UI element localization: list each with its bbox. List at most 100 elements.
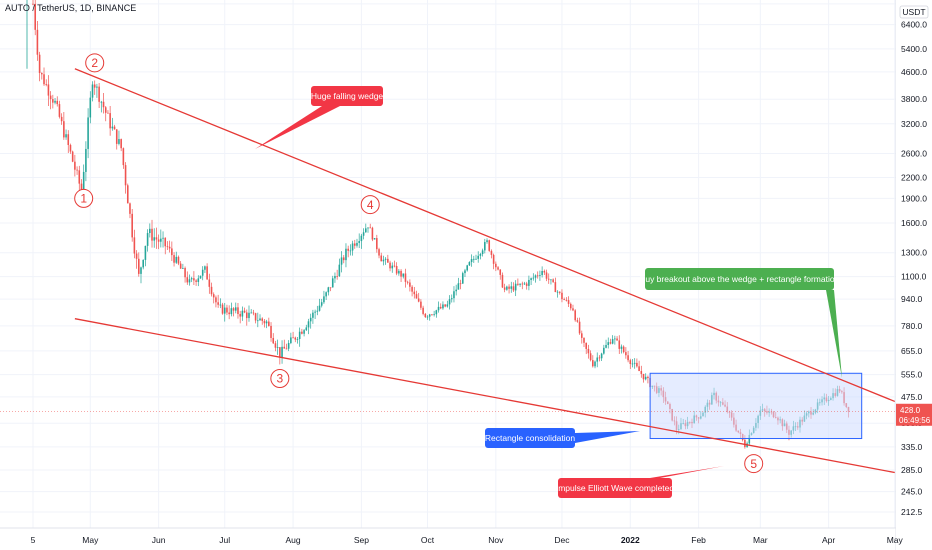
candle-body xyxy=(245,312,248,319)
candle-body xyxy=(201,269,204,276)
candle-body xyxy=(195,280,197,282)
candle-body xyxy=(532,277,535,279)
candle-body xyxy=(475,258,477,260)
candle-body xyxy=(389,262,391,269)
candle-body xyxy=(470,258,473,263)
wave-label-circle xyxy=(74,188,94,208)
candle-body xyxy=(292,337,294,339)
candle-body xyxy=(301,331,303,334)
candle-body xyxy=(647,376,649,379)
candle-body xyxy=(596,357,599,362)
wave-label-circle xyxy=(270,368,290,388)
candle-body xyxy=(107,112,109,114)
candle-body xyxy=(395,266,398,274)
candle-body xyxy=(556,291,559,293)
candle-body xyxy=(162,237,164,239)
y-tick-label: 6400.0 xyxy=(901,20,927,30)
candle-body xyxy=(221,304,224,314)
x-tick-label: Apr xyxy=(822,535,835,545)
currency-badge[interactable] xyxy=(899,5,929,19)
candle-body xyxy=(87,117,89,149)
x-tick-label: Sep xyxy=(354,535,369,545)
rectangle-consolidation-zone[interactable] xyxy=(649,372,863,440)
candle-body xyxy=(261,318,264,321)
candle-body xyxy=(512,286,515,291)
y-tick-label: 5400.0 xyxy=(901,44,927,54)
candle-body xyxy=(58,104,61,117)
candle-body xyxy=(519,283,521,285)
candle-body xyxy=(567,300,570,304)
candle-body xyxy=(554,282,557,293)
callout-text: Rectangle consolidation xyxy=(485,433,576,443)
candle-body xyxy=(80,183,83,192)
annotation-callout[interactable]: Huge falling wedge xyxy=(255,86,383,149)
candle-body xyxy=(459,283,462,285)
candle-body xyxy=(208,279,211,287)
candle-body xyxy=(312,312,314,318)
candle-body xyxy=(157,239,160,242)
candle-body xyxy=(287,343,290,349)
candle-body xyxy=(54,100,56,103)
candle-body xyxy=(283,346,286,349)
candle-body xyxy=(129,203,131,214)
candle-body xyxy=(126,185,129,204)
last-price-tag xyxy=(896,403,932,426)
candle-body xyxy=(572,308,574,311)
candle-body xyxy=(420,301,422,308)
y-tick-label: 1300.0 xyxy=(901,248,927,258)
drawing-overlays: 1 2 3 4 5 Huge falling wedge Buy breakout abov… xyxy=(0,53,896,498)
candle-body xyxy=(534,275,537,278)
y-tick-label: 3800.0 xyxy=(901,94,927,104)
candle-body xyxy=(565,299,568,301)
candle-body xyxy=(85,148,87,172)
candle-body xyxy=(638,366,640,372)
candle-body xyxy=(583,337,585,343)
candle-body xyxy=(541,270,543,276)
candle-body xyxy=(153,237,156,241)
y-tick-label: 3200.0 xyxy=(901,119,927,129)
candle-body xyxy=(135,253,138,259)
candle-body xyxy=(144,245,147,260)
x-tick-label: Mar xyxy=(753,535,768,545)
candle-body xyxy=(294,337,297,340)
candle-body xyxy=(484,242,486,251)
x-tick-label: Dec xyxy=(554,535,570,545)
candle-body xyxy=(497,267,499,270)
candle-body xyxy=(175,256,178,263)
candle-body xyxy=(257,320,259,322)
last-price-value: 428.0 xyxy=(900,406,921,415)
candle-body xyxy=(340,257,343,265)
y-tick-label: 1600.0 xyxy=(901,218,927,228)
annotation-callout[interactable]: Buy breakout above the wedge + rectangle… xyxy=(640,268,842,378)
y-tick-label: 1100.0 xyxy=(901,272,927,282)
candle-body xyxy=(237,307,239,314)
candle-body xyxy=(464,270,466,274)
time-axis[interactable]: 5 May Jun Jul Aug Sep Oct Nov Dec 2022 Feb Mar Apr Ma… xyxy=(31,535,904,545)
candle-body xyxy=(193,278,195,281)
candle-body xyxy=(545,272,548,279)
candle-body xyxy=(82,171,85,192)
candle-body xyxy=(190,278,193,280)
candle-body xyxy=(215,297,217,303)
candle-body xyxy=(488,240,491,251)
annotation-callout[interactable]: Rectangle consolidation xyxy=(485,428,640,448)
y-tick-label: 2600.0 xyxy=(901,149,927,159)
candle-body xyxy=(362,232,365,236)
candle-body xyxy=(146,233,149,246)
candle-body xyxy=(137,258,140,274)
annotation-callout[interactable]: Impulse Elliott Wave completed xyxy=(556,466,724,498)
y-tick-label: 780.0 xyxy=(901,321,923,331)
wedge-lower-trendline[interactable] xyxy=(74,318,895,474)
candle-body xyxy=(387,258,389,263)
candle-body xyxy=(345,248,347,261)
candle-body xyxy=(380,255,383,262)
candle-body xyxy=(605,344,607,348)
wedge-upper-trendline[interactable] xyxy=(74,68,896,403)
price-axis[interactable]: 6400.0 5400.0 4600.0 3800.0 3200.0 2600.0 2200… xyxy=(896,0,932,550)
candle-body xyxy=(199,275,202,279)
candle-body xyxy=(435,310,438,315)
candle-body xyxy=(444,304,446,307)
candle-body xyxy=(431,314,433,316)
candle-body xyxy=(325,292,327,297)
